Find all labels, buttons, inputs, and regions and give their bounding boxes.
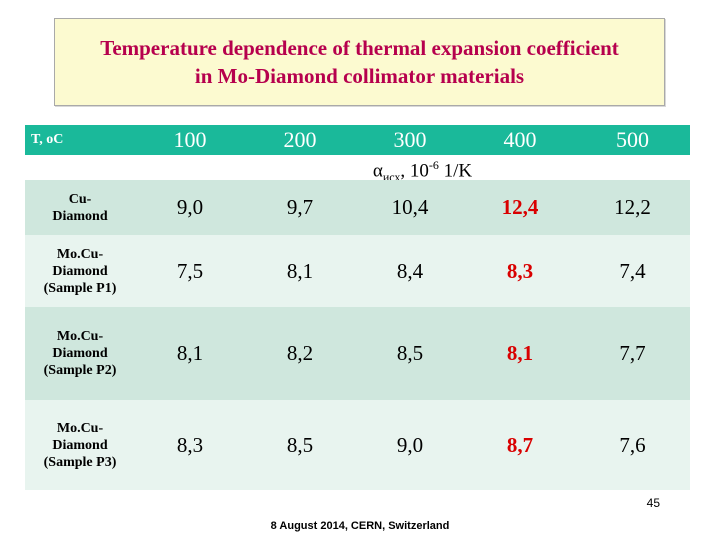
value-sample-p3-100: 8,3 bbox=[135, 400, 245, 490]
row-label-sample-p2: Mo.Cu- Diamond (Sample P2) bbox=[25, 307, 135, 400]
row-label-line: (Sample P2) bbox=[43, 363, 117, 378]
value-sample-p1-300: 8,4 bbox=[355, 235, 465, 307]
temperature-header-label: T, oC bbox=[25, 125, 135, 155]
row-label-line: Diamond bbox=[52, 263, 108, 279]
value-sample-p3-300: 9,0 bbox=[355, 400, 465, 490]
row-label-line: Mo.Cu- bbox=[56, 329, 104, 344]
slide-title-line-1: Temperature dependence of thermal expans… bbox=[100, 36, 619, 60]
thermal-expansion-table: T, oC 100 200 300 400 500 αисх, 10-6 1/K… bbox=[25, 125, 690, 490]
coefficient-unit: 1/K bbox=[438, 160, 473, 182]
value-cu-diamond-300: 10,4 bbox=[355, 180, 465, 235]
slide-title-box: Temperature dependence of thermal expans… bbox=[54, 18, 665, 106]
temperature-header-200: 200 bbox=[245, 125, 355, 155]
value-sample-p2-500: 7,7 bbox=[575, 307, 690, 400]
value-sample-p2-100: 8,1 bbox=[135, 307, 245, 400]
value-sample-p1-400: 8,3 bbox=[465, 235, 575, 307]
page-number: 45 bbox=[646, 496, 660, 510]
value-sample-p3-500: 7,6 bbox=[575, 400, 690, 490]
row-label-line: (Sample P3) bbox=[43, 454, 117, 470]
temperature-header-500: 500 bbox=[575, 125, 690, 155]
coefficient-base: , 10 bbox=[400, 160, 429, 182]
temperature-header-300: 300 bbox=[355, 125, 465, 155]
coefficient-exponent: -6 bbox=[428, 158, 439, 172]
row-label-line: Cu- bbox=[68, 191, 92, 207]
row-label-line: (Sample P1) bbox=[43, 280, 117, 296]
row-label-cu-diamond: Cu- Diamond bbox=[25, 180, 135, 235]
slide-footer: 8 August 2014, CERN, Switzerland bbox=[270, 520, 450, 532]
temperature-header-100: 100 bbox=[135, 125, 245, 155]
value-sample-p2-200: 8,2 bbox=[245, 307, 355, 400]
coefficient-label: αисх, 10-6 1/K bbox=[330, 158, 515, 185]
row-label-line: Diamond bbox=[52, 208, 108, 224]
row-label-line: Mo.Cu- bbox=[56, 420, 104, 436]
alpha-symbol: α bbox=[372, 160, 383, 182]
row-label-line: Diamond bbox=[52, 437, 108, 453]
row-label-sample-p1: Mo.Cu- Diamond (Sample P1) bbox=[25, 235, 135, 307]
row-label-line: Mo.Cu- bbox=[56, 246, 104, 262]
value-sample-p3-200: 8,5 bbox=[245, 400, 355, 490]
value-sample-p1-100: 7,5 bbox=[135, 235, 245, 307]
slide-title-line-2: in Mo-Diamond collimator materials bbox=[194, 64, 525, 88]
value-cu-diamond-400: 12,4 bbox=[465, 180, 575, 235]
row-label-line: Diamond bbox=[52, 346, 108, 361]
value-sample-p2-300: 8,5 bbox=[355, 307, 465, 400]
value-sample-p2-400: 8,1 bbox=[465, 307, 575, 400]
value-sample-p3-400: 8,7 bbox=[465, 400, 575, 490]
value-sample-p1-200: 8,1 bbox=[245, 235, 355, 307]
row-label-sample-p3: Mo.Cu- Diamond (Sample P3) bbox=[25, 400, 135, 490]
value-cu-diamond-200: 9,7 bbox=[245, 180, 355, 235]
value-cu-diamond-100: 9,0 bbox=[135, 180, 245, 235]
value-sample-p1-500: 7,4 bbox=[575, 235, 690, 307]
value-cu-diamond-500: 12,2 bbox=[575, 180, 690, 235]
temperature-header-400: 400 bbox=[465, 125, 575, 155]
